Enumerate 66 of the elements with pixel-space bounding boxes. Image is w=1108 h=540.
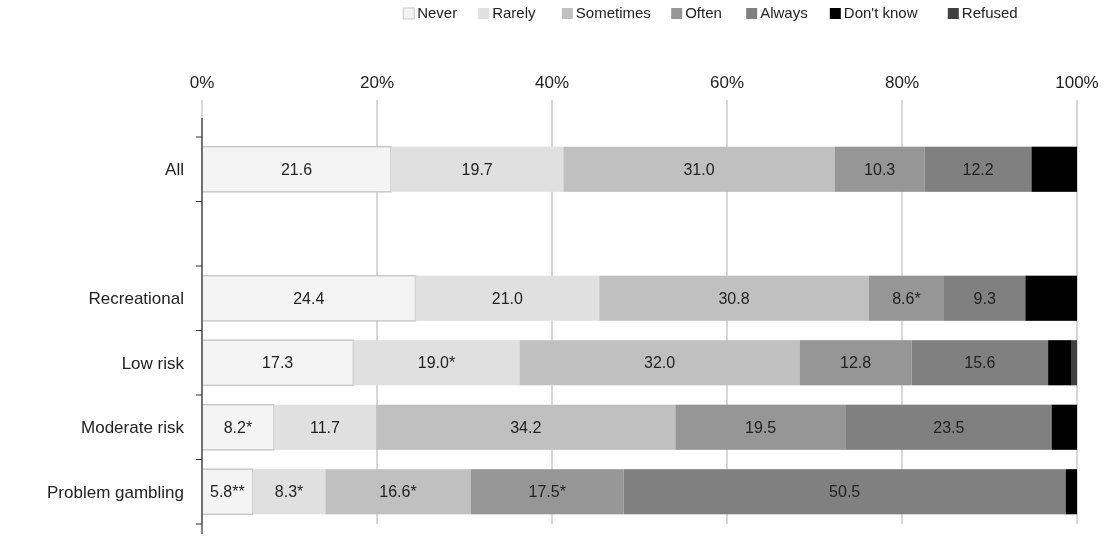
data-label: 30.8 bbox=[718, 289, 750, 307]
data-label: 24.4 bbox=[293, 289, 325, 307]
data-label: 12.2 bbox=[962, 160, 994, 178]
legend-label: Always bbox=[760, 4, 808, 21]
data-label: 21.6 bbox=[280, 160, 313, 178]
data-label: 32.0 bbox=[644, 354, 676, 372]
legend-label: Never bbox=[417, 4, 458, 21]
legend-label: Refused bbox=[961, 4, 1018, 21]
bar bbox=[846, 404, 1052, 450]
y-tick-label: All bbox=[165, 160, 184, 180]
bar bbox=[944, 275, 1026, 321]
data-label: 31.0 bbox=[683, 160, 715, 178]
bar bbox=[391, 146, 564, 192]
y-tick-label: Moderate risk bbox=[81, 418, 185, 438]
bar bbox=[799, 340, 912, 386]
data-label: 17.3 bbox=[262, 354, 294, 372]
data-label: 19.5 bbox=[745, 418, 777, 436]
y-tick-label: Problem gambling bbox=[46, 482, 184, 502]
data-label: 16.6* bbox=[379, 483, 417, 501]
bar bbox=[675, 404, 846, 450]
data-label: 19.0* bbox=[417, 354, 456, 372]
data-label: 23.5 bbox=[933, 418, 965, 436]
bar bbox=[1025, 275, 1078, 321]
x-tick-label: 0% bbox=[189, 73, 215, 92]
data-label: 5.8** bbox=[210, 483, 245, 501]
bar bbox=[201, 339, 355, 387]
bar bbox=[1048, 340, 1072, 386]
data-label: 12.8 bbox=[840, 354, 872, 372]
bar bbox=[470, 469, 624, 515]
data-label: 9.3 bbox=[973, 289, 996, 307]
x-tick-label: 60% bbox=[709, 73, 745, 92]
data-label: 8.2* bbox=[223, 418, 253, 436]
bar bbox=[1051, 404, 1077, 450]
bar bbox=[868, 275, 944, 321]
data-label: 10.3 bbox=[864, 160, 896, 178]
data-label: 8.3* bbox=[274, 483, 304, 501]
x-tick-label: 100% bbox=[1055, 73, 1099, 92]
x-tick-label: 40% bbox=[534, 73, 570, 92]
x-tick-label: 80% bbox=[884, 73, 920, 92]
legend-label: Often bbox=[685, 4, 722, 21]
data-label: 11.7 bbox=[309, 418, 341, 436]
x-tick-label: 20% bbox=[359, 73, 395, 92]
bar bbox=[834, 146, 925, 192]
bar bbox=[201, 403, 275, 451]
y-tick-label: Low risk bbox=[121, 353, 185, 373]
bar bbox=[1031, 146, 1077, 192]
bar bbox=[415, 275, 600, 321]
bar bbox=[924, 146, 1032, 192]
data-label: 21.0 bbox=[491, 289, 524, 307]
bar bbox=[623, 469, 1066, 515]
data-label: 8.6* bbox=[892, 289, 921, 307]
data-label: 19.7 bbox=[461, 160, 493, 178]
y-tick-label: Recreational bbox=[88, 289, 184, 309]
legend-label: Sometimes bbox=[575, 4, 651, 21]
bar bbox=[911, 340, 1049, 386]
bar bbox=[353, 340, 520, 386]
legend-label: Don't know bbox=[843, 4, 918, 21]
data-label: 17.5* bbox=[528, 483, 566, 501]
data-label: 34.2 bbox=[510, 418, 542, 436]
bar bbox=[273, 404, 377, 450]
bar bbox=[1065, 469, 1077, 515]
legend-label: Rarely bbox=[492, 4, 537, 21]
bar bbox=[1071, 340, 1077, 386]
bar bbox=[252, 469, 326, 515]
data-label: 15.6 bbox=[964, 354, 996, 372]
data-label: 50.5 bbox=[829, 483, 861, 501]
